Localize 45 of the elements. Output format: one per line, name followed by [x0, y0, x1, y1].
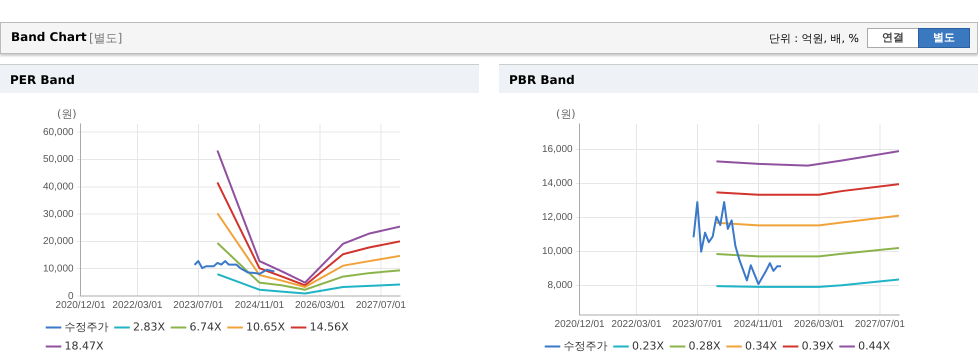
y-tick-label: 16,000 — [542, 144, 574, 156]
y-tick-label: 40,000 — [42, 182, 74, 193]
chart-title: PER Band — [0, 64, 479, 93]
y-tick-label: 14,000 — [542, 178, 574, 190]
text: 연결 — [867, 28, 919, 48]
y-axis-title: (원) — [556, 107, 576, 120]
y-tick-label: 30,000 — [42, 208, 74, 220]
x-tick-label: 2022/03/01 — [611, 318, 662, 330]
x-tick-label: 2022/03/01 — [112, 300, 163, 311]
legend-label: 0.34X — [745, 339, 778, 352]
text: [별도] — [89, 30, 122, 47]
y-tick-label: 12,000 — [542, 212, 574, 224]
x-tick-label: 2024/11/01 — [234, 300, 284, 311]
x-tick-label: 2027/07/01 — [854, 318, 906, 330]
x-tick-label: 2027/07/01 — [356, 300, 406, 311]
y-tick-label: 50,000 — [42, 154, 74, 166]
legend-label: 0.39X — [802, 339, 834, 352]
legend-label: 6.74X — [190, 320, 222, 334]
legend-label: 0.28X — [688, 339, 722, 352]
chart-title: PBR Band — [499, 64, 978, 93]
x-tick-label: 2023/07/01 — [672, 318, 723, 330]
legend-label: 수정주가 — [564, 339, 608, 352]
x-tick-label: 2026/03/01 — [794, 318, 844, 330]
x-tick-label: 2020/12/01 — [56, 300, 106, 311]
y-tick-label: 20,000 — [42, 236, 74, 248]
text: 단위 : 억원, 배, % — [768, 31, 859, 46]
x-tick-label: 2023/07/01 — [173, 300, 224, 311]
legend-label: 수정주가 — [64, 320, 108, 334]
text: Band Chart — [11, 30, 87, 44]
legend-label: 0.23X — [632, 339, 664, 352]
y-tick-label: 0 — [68, 290, 74, 302]
legend-label: 2.83X — [133, 320, 166, 334]
text: 별도 — [918, 28, 970, 48]
y-tick-label: 10,000 — [42, 263, 74, 274]
legend-label: 14.56X — [310, 320, 350, 334]
legend-label: 18.47X — [64, 339, 104, 352]
legend-label: 0.44X — [858, 339, 891, 352]
legend-label: 10.65X — [246, 320, 286, 334]
y-tick-label: 10,000 — [542, 246, 574, 258]
x-tick-label: 2024/11/01 — [734, 318, 784, 330]
y-tick-label: 60,000 — [42, 126, 74, 138]
x-tick-label: 2026/03/01 — [294, 300, 346, 311]
x-tick-label: 2020/12/01 — [554, 318, 606, 330]
y-axis-title: (원) — [56, 107, 77, 120]
y-tick-label: 8,000 — [548, 280, 574, 292]
